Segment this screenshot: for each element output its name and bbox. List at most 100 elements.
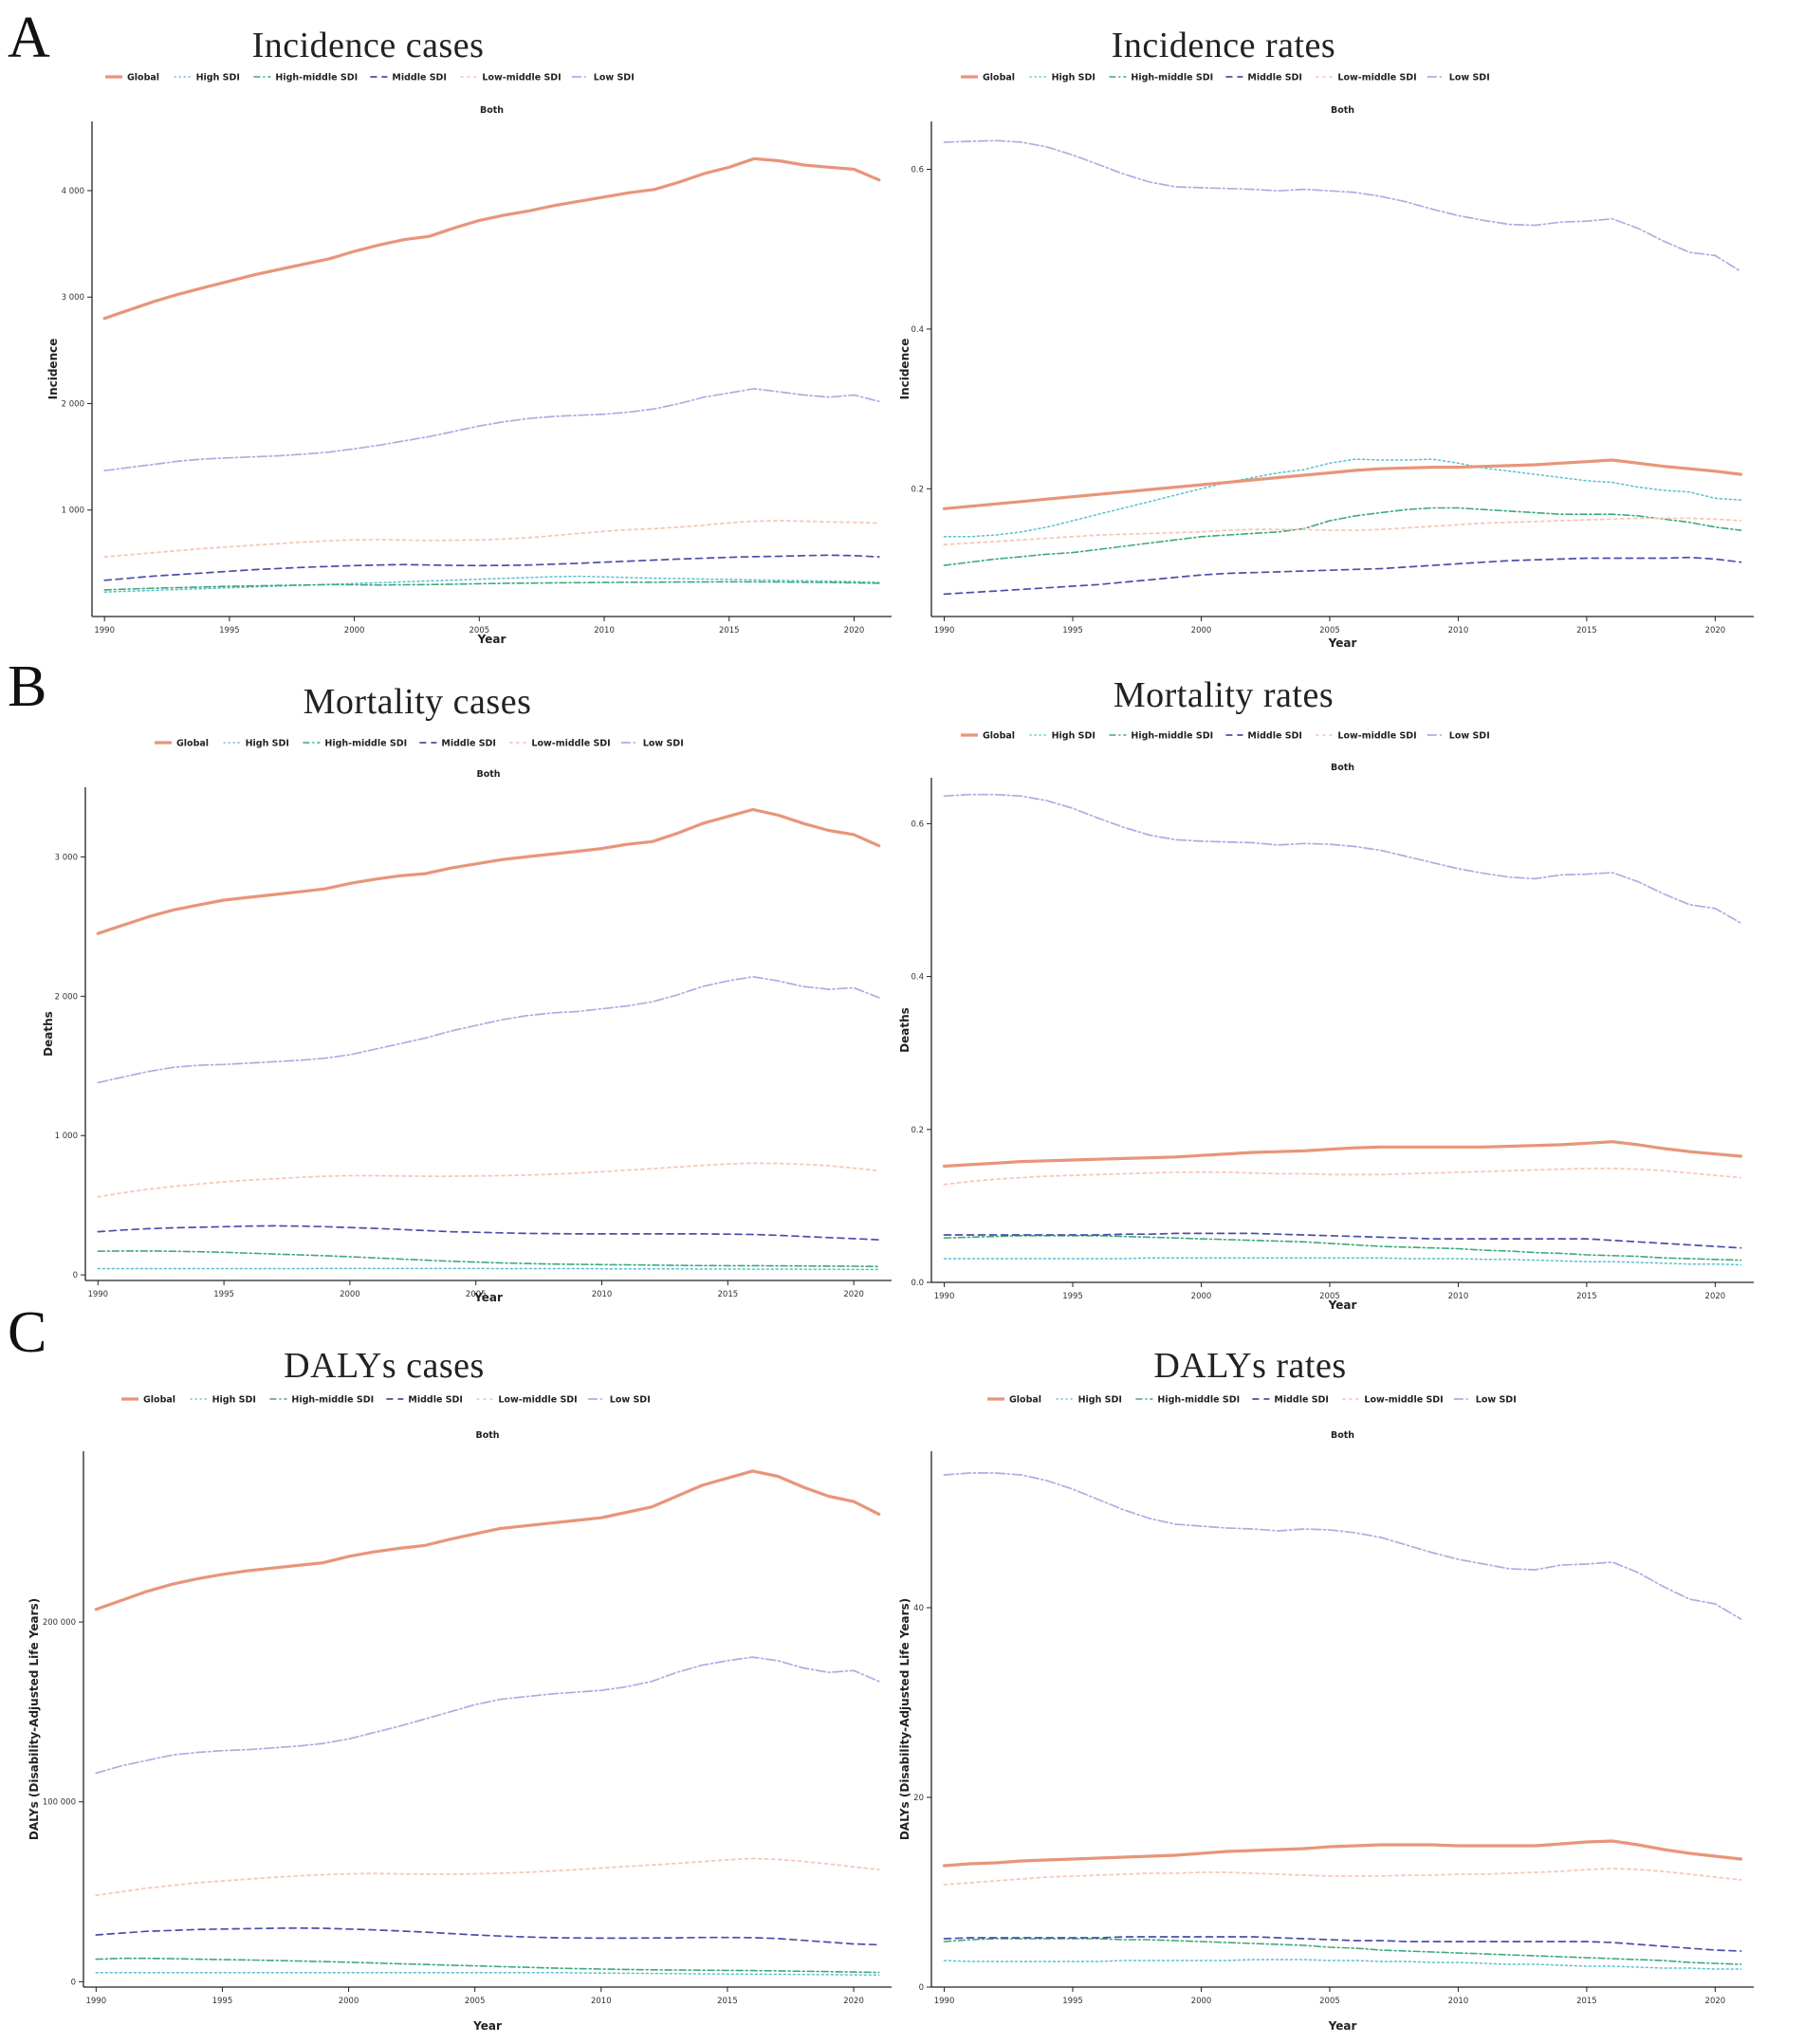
legend-item: High SDI (174, 73, 240, 83)
legend-label: Global (143, 1395, 175, 1406)
legend-label: High-middle SDI (1157, 1395, 1240, 1406)
chart-title: Incidence cases (252, 26, 485, 65)
legend-label: Global (176, 739, 209, 749)
legend-item: High-middle SDI (1109, 73, 1213, 83)
y-tick-label: 0.4 (911, 973, 924, 983)
series-line-low-sdi (103, 387, 880, 472)
x-tick-label: 2000 (340, 1290, 360, 1299)
series-line-global (942, 1140, 1743, 1169)
x-tick-label: 2015 (1576, 1997, 1597, 2006)
legend: Global High SDI High-middle SDI Middle SDI L… (987, 1395, 1517, 1406)
legend-label: Middle SDI (1274, 1395, 1329, 1406)
y-tick-label: 4 000 (62, 187, 84, 196)
y-tick-label: 3 000 (55, 853, 78, 862)
legend-label: High SDI (212, 1395, 256, 1406)
legend-label: Low-middle SDI (531, 739, 610, 749)
legend: Global High SDI High-middle SDI Middle SDI L… (155, 739, 684, 749)
chart-1: Incidence cases Global High SDI High-middle… (46, 26, 892, 646)
legend-label: Middle SDI (408, 1395, 463, 1406)
legend-item: High SDI (1029, 73, 1095, 83)
x-tick-label: 1995 (219, 626, 240, 635)
legend-label: Low-middle SDI (482, 73, 561, 83)
x-tick-label: 2015 (1576, 1292, 1597, 1301)
legend-label: Low SDI (1476, 1395, 1517, 1406)
series-line-global (942, 1839, 1743, 1868)
y-tick-label: 0.2 (911, 1126, 924, 1135)
series-line-global (102, 157, 881, 321)
series-line-low-sdi (97, 975, 880, 1084)
x-tick-label: 1990 (934, 1997, 955, 2006)
legend-item: Global (987, 1395, 1041, 1406)
series-line-low-middle-sdi (95, 1857, 880, 1897)
x-tick-label: 2005 (1319, 1292, 1340, 1301)
x-tick-label: 2005 (465, 1997, 486, 2006)
series-line-low-sdi (943, 139, 1742, 273)
legend-label: High-middle SDI (1131, 73, 1213, 83)
x-tick-label: 2015 (718, 1290, 739, 1299)
legend-item: Global (155, 739, 209, 749)
series-line-high-middle-sdi (95, 1957, 880, 1974)
legend-label: Middle SDI (441, 739, 496, 749)
legend-label: Middle SDI (1247, 731, 1302, 742)
y-tick-label: 20 (913, 1794, 924, 1803)
legend-item: High SDI (223, 739, 289, 749)
legend-item: High SDI (1029, 731, 1095, 742)
x-tick-label: 1990 (87, 1290, 108, 1299)
x-tick-label: 2005 (1319, 1997, 1340, 2006)
x-tick-label: 2010 (594, 626, 615, 635)
legend-item: Middle SDI (419, 739, 496, 749)
x-tick-label: 2005 (469, 626, 490, 635)
series-line-middle-sdi (943, 1936, 1742, 1952)
legend-label: High SDI (196, 73, 240, 83)
legend-item: High-middle SDI (269, 1395, 374, 1406)
x-tick-label: 2000 (1191, 1997, 1212, 2006)
legend-label: High-middle SDI (291, 1395, 374, 1406)
y-tick-label: 2 000 (62, 399, 84, 409)
chart-title: Mortality cases (304, 682, 532, 722)
y-axis-label: DALYs (Disability-Adjusted Life Years) (28, 1598, 41, 1840)
y-tick-label: 0.4 (911, 325, 924, 335)
x-tick-label: 2000 (1191, 1292, 1212, 1301)
chart-2: Incidence rates Global High SDI High-middle… (898, 26, 1754, 650)
legend-label: High-middle SDI (324, 739, 407, 749)
y-tick-label: 2 000 (55, 992, 78, 1002)
legend: Global High SDI High-middle SDI Middle SDI L… (105, 73, 635, 83)
legend-label: Global (127, 73, 159, 83)
y-tick-label: 0.0 (911, 1279, 924, 1288)
legend-label: Low-middle SDI (1337, 731, 1416, 742)
chart-5: DALYs cases Global High SDI High-middle SDI… (28, 1346, 892, 2033)
y-tick-label: 0.6 (911, 166, 924, 175)
legend-item: Middle SDI (1252, 1395, 1329, 1406)
legend-item: Low-middle SDI (476, 1395, 578, 1406)
legend-item: High-middle SDI (253, 73, 358, 83)
facet-strip-label: Both (1331, 1430, 1354, 1441)
legend-label: Global (1009, 1395, 1041, 1406)
y-tick-label: 100 000 (43, 1798, 76, 1808)
x-tick-label: 2000 (339, 1997, 359, 2006)
x-tick-label: 1990 (934, 1292, 955, 1301)
legend-item: Low-middle SDI (509, 739, 611, 749)
x-tick-label: 2015 (719, 626, 740, 635)
x-tick-label: 2010 (1448, 1997, 1469, 2006)
series-line-high-middle-sdi (943, 506, 1742, 566)
series-line-global (942, 458, 1743, 510)
x-tick-label: 2010 (1448, 626, 1469, 635)
x-tick-label: 2015 (1576, 626, 1597, 635)
x-tick-label: 2000 (1191, 626, 1212, 635)
x-tick-label: 2020 (844, 626, 865, 635)
legend-item: Middle SDI (386, 1395, 463, 1406)
y-axis-label: Incidence (46, 339, 60, 400)
y-tick-label: 0.6 (911, 819, 924, 829)
series-line-high-sdi (97, 1267, 880, 1271)
legend-label: Low SDI (1449, 731, 1490, 742)
chart-title: DALYs cases (284, 1346, 485, 1386)
series-line-global (96, 807, 881, 935)
chart-title: Incidence rates (1112, 26, 1335, 65)
panel-letter-a: A (8, 6, 50, 70)
x-tick-label: 2020 (1705, 1997, 1726, 2006)
legend-label: Middle SDI (1247, 73, 1302, 83)
x-axis-label: Year (472, 2019, 502, 2033)
series-line-high-sdi (103, 575, 880, 593)
facet-strip-label: Both (476, 769, 500, 780)
x-tick-label: 2005 (466, 1290, 487, 1299)
